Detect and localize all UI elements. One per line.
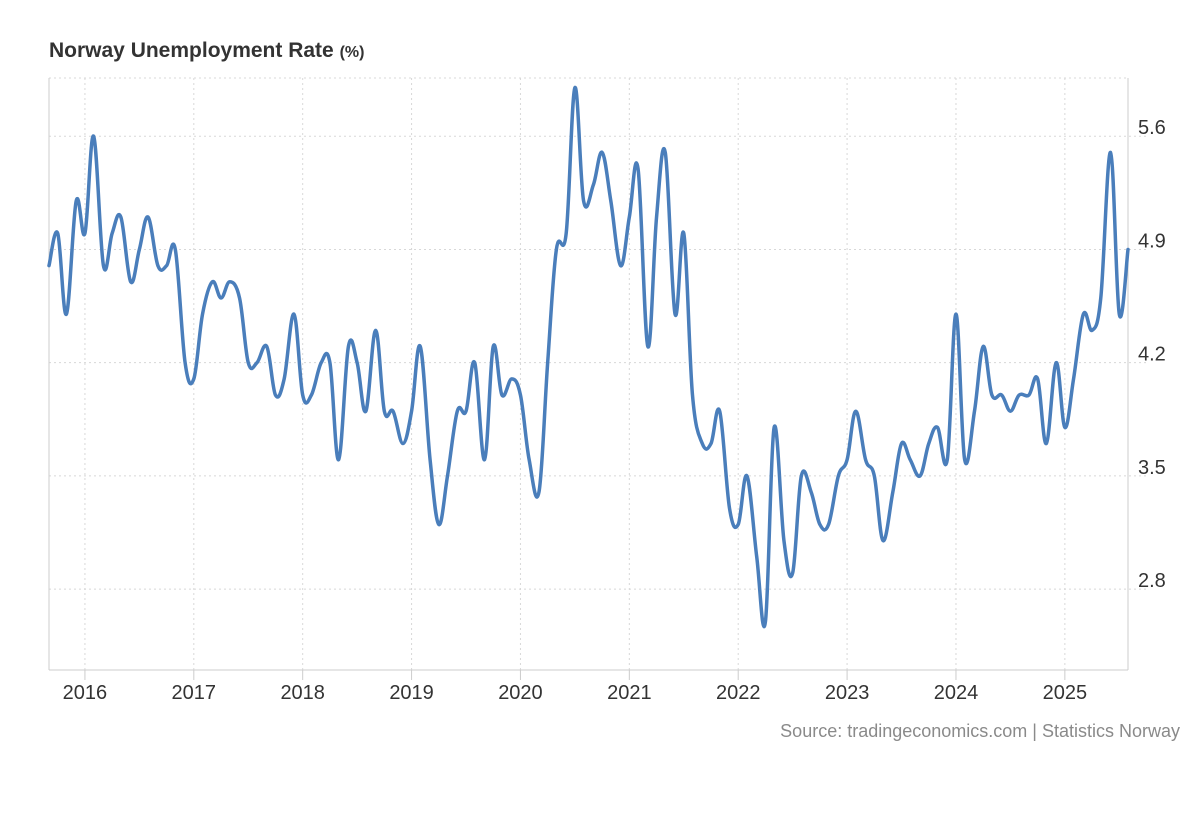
y-tick-label: 4.9 <box>1138 230 1166 252</box>
y-tick-label: 5.6 <box>1138 117 1166 139</box>
y-tick-label: 4.2 <box>1138 344 1166 366</box>
x-tick-label: 2019 <box>389 682 434 704</box>
x-tick-label: 2018 <box>280 682 325 704</box>
source-credit: Source: tradingeconomics.com | Statistic… <box>780 721 1180 741</box>
x-tick-label: 2023 <box>825 682 870 704</box>
chart-title-text: Norway Unemployment Rate <box>49 39 334 62</box>
line-chart: 2.8 3.5 4.2 4.9 5.6 2016 2017 2018 2019 2020 2021 2… <box>47 77 1166 704</box>
y-tick-label: 3.5 <box>1138 457 1166 479</box>
chart-title: Norway Unemployment Rate (%) <box>49 39 364 63</box>
x-tick-label: 2021 <box>607 682 652 704</box>
x-tick-label: 2022 <box>716 682 761 704</box>
chart-title-unit: (%) <box>339 44 365 61</box>
x-tick-label: 2016 <box>63 682 108 704</box>
x-tick-label: 2025 <box>1043 682 1088 704</box>
x-tick-label: 2024 <box>934 682 979 704</box>
x-tick-label: 2017 <box>172 682 217 704</box>
y-tick-label: 2.8 <box>1138 570 1166 592</box>
series-line <box>47 85 1130 629</box>
x-tick-label: 2020 <box>498 682 543 704</box>
